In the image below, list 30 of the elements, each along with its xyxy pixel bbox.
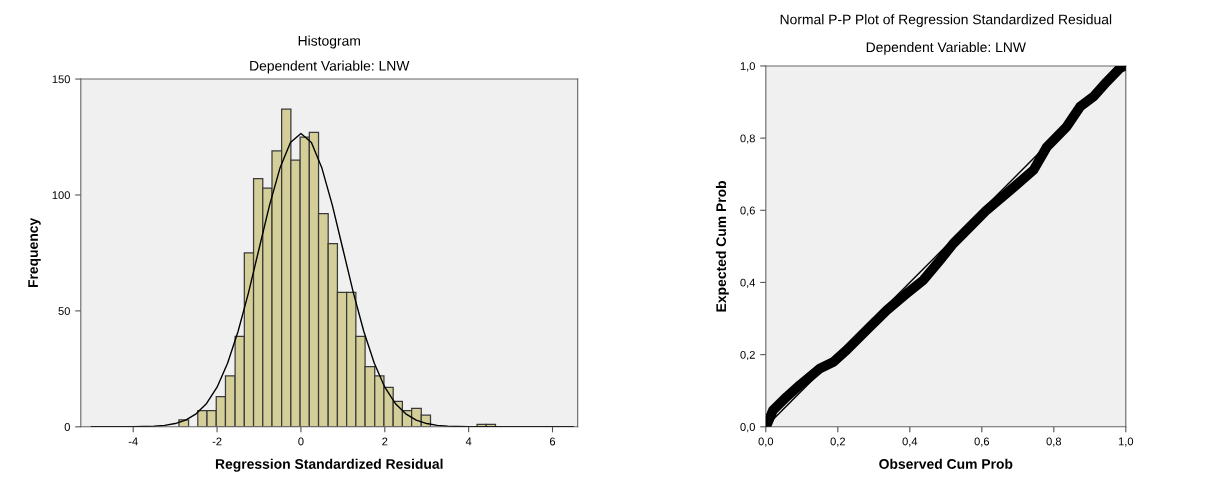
x-tick-label: 1,0 bbox=[1118, 437, 1134, 447]
y-tick-label: 0 bbox=[64, 423, 70, 431]
x-axis-title: Observed Cum Prob bbox=[879, 458, 1013, 469]
x-tick-label: 0,8 bbox=[1046, 437, 1062, 447]
y-tick-label: 1,0 bbox=[740, 62, 755, 72]
y-tick-label: 0,4 bbox=[740, 278, 756, 288]
x-tick-label: 0,0 bbox=[758, 437, 774, 447]
y-tick-label: 0,8 bbox=[740, 134, 755, 144]
x-tick-label: 2 bbox=[382, 437, 388, 446]
y-tick-label: 0,2 bbox=[740, 350, 755, 361]
y-axis-title: Expected Cum Prob bbox=[715, 180, 729, 312]
chart-subtitle: Dependent Variable: LNW bbox=[250, 60, 410, 74]
x-tick-label: 0 bbox=[298, 437, 304, 446]
y-axis-title: Frequency bbox=[28, 217, 41, 288]
y-tick-label: 50 bbox=[58, 307, 70, 316]
y-tick-label: 0,0 bbox=[740, 423, 755, 433]
x-tick-label: -4 bbox=[128, 437, 138, 446]
chart-title: Normal P-P Plot of Regression Standardized Residual bbox=[780, 14, 1112, 28]
x-tick-label: 4 bbox=[465, 437, 472, 446]
x-tick-label: -2 bbox=[212, 437, 222, 446]
y-tick-label: 150 bbox=[52, 75, 70, 84]
x-tick-label: 6 bbox=[549, 437, 556, 446]
x-tick-label: 0,4 bbox=[902, 437, 918, 447]
y-tick-label: 0,6 bbox=[740, 206, 755, 216]
x-tick-label: 0,2 bbox=[830, 437, 845, 447]
chart-title: Histogram bbox=[298, 35, 360, 49]
chart-subtitle: Dependent Variable: LNW bbox=[866, 41, 1026, 55]
y-tick-label: 100 bbox=[52, 191, 70, 200]
x-axis-title: Regression Standardized Residual bbox=[215, 458, 443, 472]
x-tick-label: 0,6 bbox=[974, 437, 990, 447]
